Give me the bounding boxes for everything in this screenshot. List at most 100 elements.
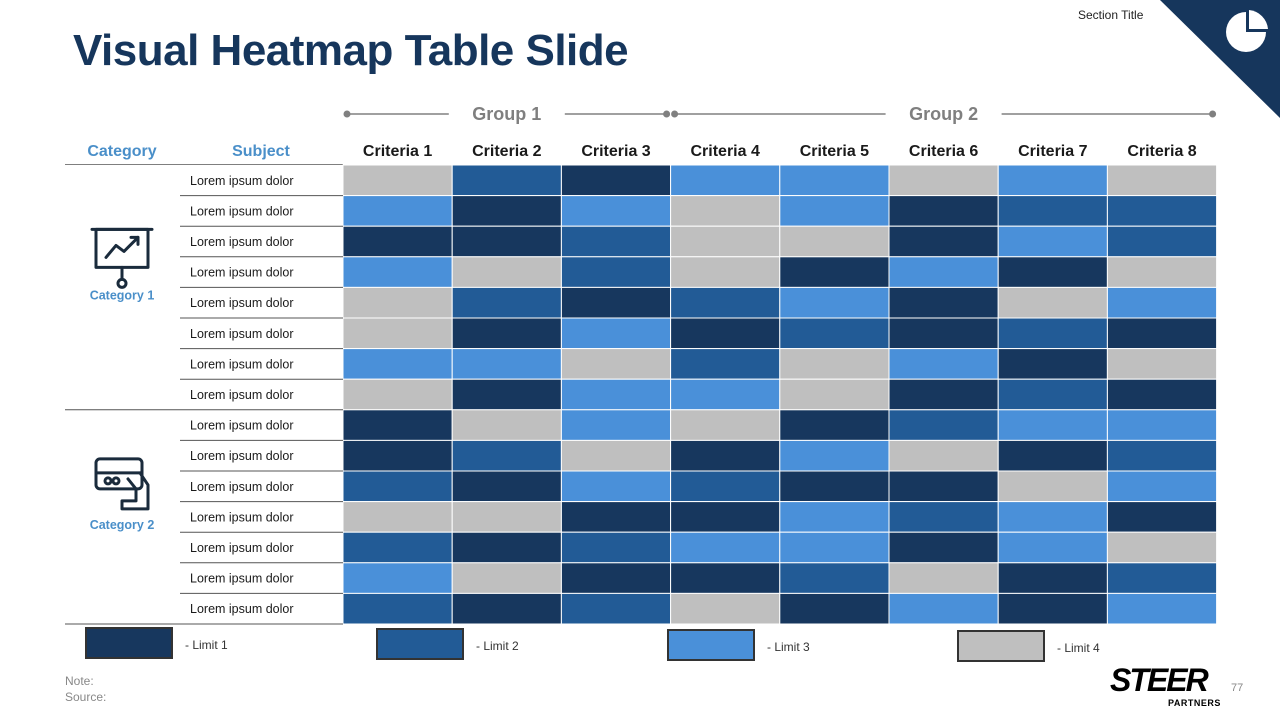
heatmap-cell <box>342 378 453 411</box>
heatmap-cell <box>1106 501 1218 533</box>
subject-label: Lorem ipsum dolor <box>190 388 294 402</box>
heatmap-cell <box>342 195 453 227</box>
pie-chart-icon <box>1226 8 1270 52</box>
column-header-category: Category <box>87 143 156 160</box>
heatmap-cell <box>888 592 999 625</box>
heatmap-cell <box>997 592 1108 625</box>
subject-label: Lorem ipsum dolor <box>190 266 294 280</box>
heatmap-cell <box>997 195 1108 227</box>
heatmap-cell <box>1106 470 1218 503</box>
group-label: Group 1 <box>472 104 541 124</box>
heatmap-cell <box>888 501 999 533</box>
heatmap-cell <box>342 501 453 533</box>
credit-card-hand-icon <box>94 457 150 511</box>
heatmap-cell <box>888 470 999 503</box>
heatmap-cell <box>342 470 453 503</box>
heatmap-cell <box>560 195 672 227</box>
heatmap-cell <box>779 501 890 533</box>
subject-label: Lorem ipsum dolor <box>190 510 294 524</box>
legend-label: - Limit 1 <box>185 638 228 652</box>
heatmap-cell <box>342 439 453 472</box>
column-header-criteria: Criteria 6 <box>909 143 978 160</box>
heatmap-cell <box>670 286 781 319</box>
heatmap-cell <box>451 348 562 380</box>
heatmap-cell <box>997 531 1108 564</box>
subject-label: Lorem ipsum dolor <box>190 480 294 494</box>
heatmap-cell <box>451 256 562 288</box>
heatmap-cell <box>560 501 672 533</box>
heatmap-cell <box>997 256 1108 288</box>
heatmap-cell <box>560 378 672 411</box>
subject-label: Lorem ipsum dolor <box>190 449 294 463</box>
heatmap-cell <box>342 164 453 197</box>
heatmap-cell <box>451 439 562 472</box>
heatmap-cell <box>670 378 781 411</box>
heatmap-cell <box>560 256 672 288</box>
heatmap-cell <box>560 317 672 350</box>
heatmap-cell <box>779 562 890 594</box>
subject-label: Lorem ipsum dolor <box>190 572 294 586</box>
heatmap-cell <box>451 317 562 350</box>
heatmap-cell <box>888 164 999 197</box>
legend-label: - Limit 2 <box>476 639 519 653</box>
heatmap-cell <box>560 286 672 319</box>
heatmap-cell <box>670 409 781 441</box>
column-header-criteria: Criteria 5 <box>800 143 869 160</box>
heatmap-cell <box>342 256 453 288</box>
heatmap-cell <box>451 225 562 258</box>
group-line-dot <box>663 110 671 118</box>
heatmap-cell <box>888 256 999 288</box>
subject-label: Lorem ipsum dolor <box>190 235 294 249</box>
subject-label: Lorem ipsum dolor <box>190 357 294 371</box>
heatmap-cell <box>670 164 781 197</box>
heatmap-cell <box>1106 164 1218 197</box>
heatmap-cell <box>560 439 672 472</box>
heatmap-cell <box>342 562 453 594</box>
source: Source: <box>65 690 107 704</box>
heatmap-cell <box>997 225 1108 258</box>
column-header-subject: Subject <box>232 143 290 160</box>
heatmap-cell <box>451 378 562 411</box>
heatmap-cell <box>779 348 890 380</box>
legend-swatch <box>85 627 173 659</box>
heatmap-cell <box>342 531 453 564</box>
heatmap-cell <box>888 348 999 380</box>
heatmap-cell <box>1106 317 1218 350</box>
heatmap-cell <box>888 562 999 594</box>
heatmap-cell <box>779 256 890 288</box>
heatmap-cell <box>670 592 781 625</box>
heatmap-cell <box>670 501 781 533</box>
heatmap-cell <box>779 317 890 350</box>
legend-swatch <box>957 630 1045 662</box>
note: Note: <box>65 674 94 688</box>
subject-label: Lorem ipsum dolor <box>190 602 294 616</box>
heatmap-cell <box>888 531 999 564</box>
heatmap-cell <box>1106 439 1218 472</box>
heatmap-cell <box>342 286 453 319</box>
heatmap-cell <box>560 562 672 594</box>
heatmap-cell <box>997 470 1108 503</box>
column-header-criteria: Criteria 4 <box>691 143 760 160</box>
heatmap-cell <box>670 225 781 258</box>
column-header-criteria: Criteria 1 <box>363 143 432 160</box>
heatmap-cell <box>888 409 999 441</box>
subject-label: Lorem ipsum dolor <box>190 541 294 555</box>
heatmap-cell <box>670 317 781 350</box>
group-line-dot <box>1209 110 1217 118</box>
column-header-criteria: Criteria 7 <box>1018 143 1087 160</box>
heatmap-cell <box>997 286 1108 319</box>
heatmap-cell <box>342 592 453 625</box>
heatmap-cell <box>997 439 1108 472</box>
heatmap-cell <box>888 378 999 411</box>
heatmap-cell <box>1106 409 1218 441</box>
heatmap-cell <box>670 470 781 503</box>
heatmap-cell <box>560 531 672 564</box>
heatmap-cell <box>670 531 781 564</box>
heatmap-cell <box>451 562 562 594</box>
heatmap-cell <box>560 409 672 441</box>
legend-label: - Limit 3 <box>767 640 810 654</box>
heatmap-cell <box>888 225 999 258</box>
subject-label: Lorem ipsum dolor <box>190 419 294 433</box>
subject-label: Lorem ipsum dolor <box>190 174 294 188</box>
